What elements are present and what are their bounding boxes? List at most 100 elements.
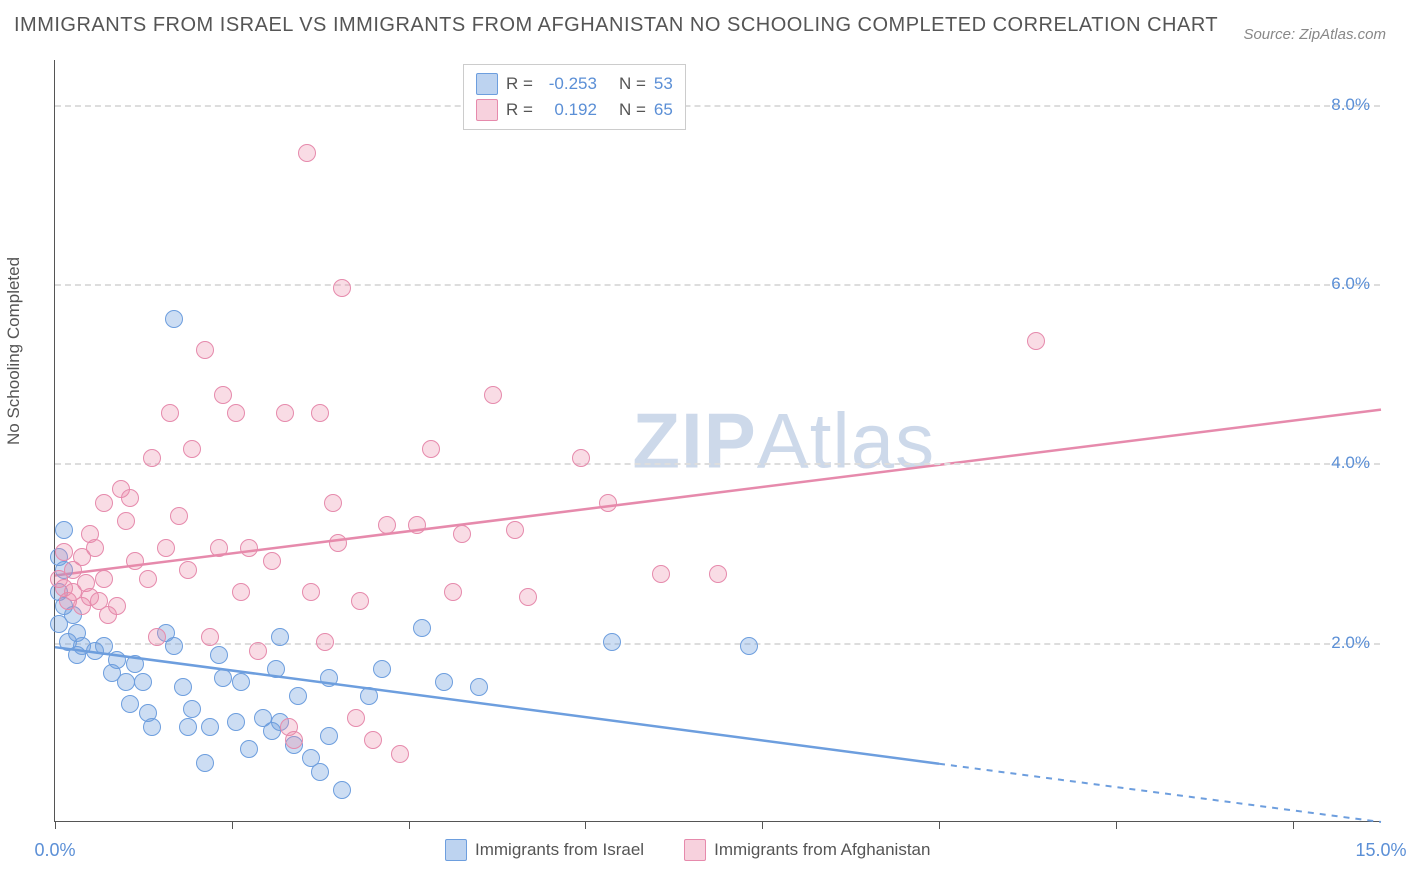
r-label: R =	[506, 71, 533, 97]
scatter-point	[232, 673, 250, 691]
r-label: R =	[506, 97, 533, 123]
scatter-point	[422, 440, 440, 458]
series-legend-item: Immigrants from Israel	[445, 839, 644, 861]
scatter-point	[165, 310, 183, 328]
trend-lines	[55, 60, 1380, 821]
scatter-point	[599, 494, 617, 512]
scatter-point	[170, 507, 188, 525]
scatter-point	[117, 673, 135, 691]
scatter-point	[126, 552, 144, 570]
scatter-point	[347, 709, 365, 727]
scatter-point	[95, 494, 113, 512]
scatter-point	[196, 754, 214, 772]
legend-swatch	[445, 839, 467, 861]
x-tick-label: 15.0%	[1355, 840, 1406, 861]
scatter-point	[324, 494, 342, 512]
source-attribution: Source: ZipAtlas.com	[1243, 26, 1386, 43]
scatter-point	[408, 516, 426, 534]
scatter-point	[134, 673, 152, 691]
scatter-point	[126, 655, 144, 673]
scatter-point	[1027, 332, 1045, 350]
gridline	[55, 284, 1380, 286]
y-tick-label: 6.0%	[1331, 274, 1370, 294]
scatter-point	[50, 615, 68, 633]
scatter-point	[470, 678, 488, 696]
scatter-point	[484, 386, 502, 404]
scatter-point	[73, 548, 91, 566]
scatter-point	[201, 628, 219, 646]
correlation-legend: R = -0.253 N = 53R = 0.192 N = 65	[463, 64, 686, 130]
scatter-point	[709, 565, 727, 583]
scatter-point	[249, 642, 267, 660]
chart-title: IMMIGRANTS FROM ISRAEL VS IMMIGRANTS FRO…	[14, 14, 1218, 37]
trend-line-dashed	[939, 764, 1381, 822]
scatter-point	[413, 619, 431, 637]
scatter-point	[55, 521, 73, 539]
scatter-point	[298, 144, 316, 162]
scatter-point	[435, 673, 453, 691]
series-legend-item: Immigrants from Afghanistan	[684, 839, 930, 861]
scatter-point	[320, 669, 338, 687]
scatter-point	[227, 404, 245, 422]
scatter-point	[143, 718, 161, 736]
y-axis-label: No Schooling Completed	[4, 257, 24, 445]
scatter-point	[108, 651, 126, 669]
scatter-point	[95, 570, 113, 588]
scatter-point	[506, 521, 524, 539]
x-tick	[1116, 821, 1117, 829]
scatter-point	[285, 731, 303, 749]
scatter-point	[161, 404, 179, 422]
scatter-point	[81, 525, 99, 543]
scatter-point	[444, 583, 462, 601]
scatter-point	[289, 687, 307, 705]
scatter-point	[311, 763, 329, 781]
scatter-point	[740, 637, 758, 655]
scatter-point	[121, 489, 139, 507]
y-tick-label: 2.0%	[1331, 633, 1370, 653]
scatter-point	[320, 727, 338, 745]
scatter-point	[117, 512, 135, 530]
r-value: 0.192	[541, 97, 597, 123]
scatter-point	[364, 731, 382, 749]
scatter-point	[196, 341, 214, 359]
x-tick	[232, 821, 233, 829]
y-tick-label: 8.0%	[1331, 95, 1370, 115]
scatter-point	[201, 718, 219, 736]
scatter-point	[267, 660, 285, 678]
scatter-point	[519, 588, 537, 606]
gridline	[55, 463, 1380, 465]
scatter-point	[232, 583, 250, 601]
legend-swatch	[476, 99, 498, 121]
legend-swatch	[476, 73, 498, 95]
scatter-point	[360, 687, 378, 705]
n-value: 53	[654, 71, 673, 97]
legend-row: R = -0.253 N = 53	[476, 71, 673, 97]
x-tick	[55, 821, 56, 829]
x-tick	[409, 821, 410, 829]
scatter-point	[214, 669, 232, 687]
scatter-point	[121, 695, 139, 713]
y-tick-label: 4.0%	[1331, 453, 1370, 473]
scatter-point	[174, 678, 192, 696]
r-value: -0.253	[541, 71, 597, 97]
scatter-point	[108, 597, 126, 615]
x-tick	[939, 821, 940, 829]
gridline	[55, 105, 1380, 107]
legend-swatch	[684, 839, 706, 861]
scatter-point	[183, 440, 201, 458]
scatter-point	[227, 713, 245, 731]
scatter-point	[373, 660, 391, 678]
scatter-point	[329, 534, 347, 552]
plot-area: ZIPAtlas R =-0.253N =53R =0.192N =65 Imm…	[54, 60, 1380, 822]
scatter-point	[603, 633, 621, 651]
x-tick-label: 0.0%	[34, 840, 75, 861]
n-label: N =	[619, 71, 646, 97]
x-tick	[585, 821, 586, 829]
n-value: 65	[654, 97, 673, 123]
scatter-point	[378, 516, 396, 534]
x-tick	[762, 821, 763, 829]
scatter-point	[311, 404, 329, 422]
scatter-point	[453, 525, 471, 543]
scatter-point	[148, 628, 166, 646]
scatter-point	[179, 718, 197, 736]
